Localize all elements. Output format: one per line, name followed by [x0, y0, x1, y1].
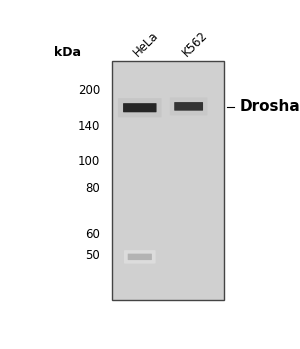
FancyBboxPatch shape: [174, 102, 203, 111]
Text: Drosha: Drosha: [240, 99, 300, 114]
Text: 60: 60: [85, 228, 100, 240]
Text: K562: K562: [179, 29, 210, 59]
Text: 50: 50: [85, 249, 100, 262]
Text: 100: 100: [78, 155, 100, 168]
Text: 140: 140: [78, 120, 100, 133]
Text: 200: 200: [78, 84, 100, 97]
Bar: [112, 61, 224, 300]
FancyBboxPatch shape: [118, 98, 162, 117]
Text: kDa: kDa: [54, 46, 81, 59]
FancyBboxPatch shape: [128, 254, 152, 260]
Text: 80: 80: [85, 182, 100, 195]
Text: HeLa: HeLa: [130, 29, 161, 59]
FancyBboxPatch shape: [170, 97, 208, 116]
FancyBboxPatch shape: [123, 103, 157, 112]
FancyBboxPatch shape: [124, 250, 156, 263]
